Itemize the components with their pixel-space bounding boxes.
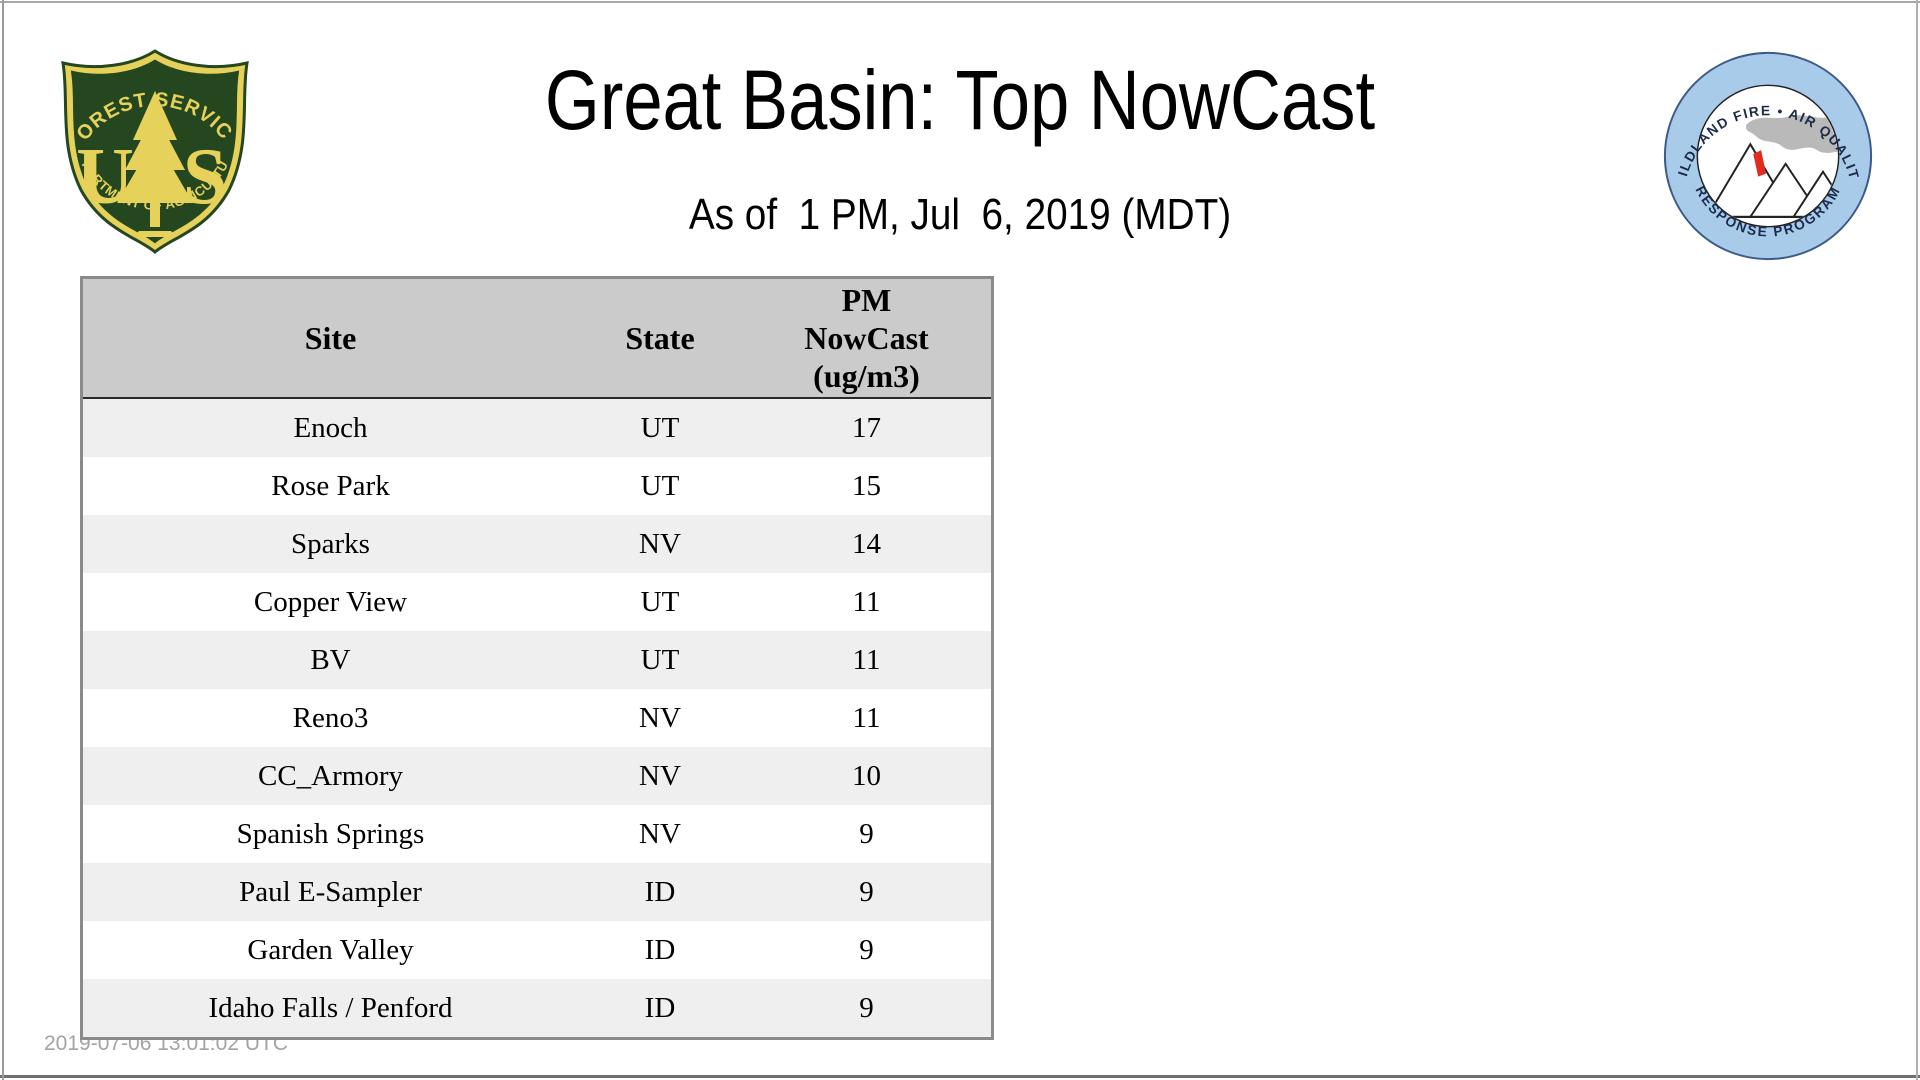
site-cell: Sparks: [291, 527, 370, 560]
table-row: Reno3 NV 11: [81, 689, 993, 747]
shield-letter-u: U: [76, 133, 134, 221]
site-cell: Paul E-Sampler: [239, 875, 422, 908]
state-cell: UT: [640, 469, 680, 502]
pine-tree-icon: [117, 91, 193, 237]
column-header-site: Site: [81, 277, 578, 399]
table-body: Enoch UT 17 Rose Park UT 15 Sparks NV 14…: [81, 398, 993, 1039]
state-cell: UT: [640, 585, 680, 618]
table-row: Rose Park UT 15: [81, 457, 993, 515]
value-cell: 15: [851, 469, 881, 502]
state-cell: ID: [644, 933, 676, 966]
table-row: BV UT 11: [81, 631, 993, 689]
pm-header-line1: PM: [841, 282, 892, 318]
table-row: CC_Armory NV 10: [81, 747, 993, 805]
value-cell: 9: [859, 991, 874, 1024]
site-cell: Copper View: [253, 585, 408, 618]
site-cell: Rose Park: [271, 469, 390, 502]
state-cell: UT: [640, 411, 680, 444]
page-title: Great Basin: Top NowCast: [544, 53, 1376, 147]
site-cell: BV: [310, 643, 351, 676]
site-cell: Spanish Springs: [236, 817, 425, 850]
state-cell: NV: [639, 701, 681, 734]
value-cell: 11: [852, 643, 881, 676]
table-row: Idaho Falls / Penford ID 9: [81, 979, 993, 1039]
value-cell: 9: [859, 933, 874, 966]
column-header-pm-nowcast: PM NowCast (ug/m3): [741, 277, 993, 399]
state-cell: UT: [640, 643, 680, 676]
air-quality-program-logo-icon: WILDLAND FIRE • AIR QUALITY RESPONSE PRO…: [1660, 48, 1873, 261]
site-cell: Idaho Falls / Penford: [208, 991, 453, 1024]
nowcast-table: Site State PM NowCast (ug/m3) Enoch UT 1…: [80, 276, 994, 1040]
pm-header-line2: NowCast: [804, 320, 929, 356]
state-cell: NV: [639, 817, 681, 850]
column-header-state: State: [578, 277, 742, 399]
table-row: Copper View UT 11: [81, 573, 993, 631]
table-row: Garden Valley ID 9: [81, 921, 993, 979]
forest-service-logo-icon: FOREST SERVICE U S DEPARTMENT OF AGRICUL…: [55, 44, 249, 254]
value-cell: 11: [852, 701, 881, 734]
state-cell: NV: [639, 527, 681, 560]
page-frame-bottom: [0, 1075, 1920, 1078]
table-row: Sparks NV 14: [81, 515, 993, 573]
flame-mark: [1753, 150, 1767, 177]
table-row: Paul E-Sampler ID 9: [81, 863, 993, 921]
page-frame-right: [1916, 0, 1918, 1080]
page-subtitle: As of 1 PM, Jul 6, 2019 (MDT): [688, 190, 1232, 239]
state-cell: ID: [644, 875, 676, 908]
table-row: Spanish Springs NV 9: [81, 805, 993, 863]
page-frame-top: [0, 1, 1920, 3]
site-cell: CC_Armory: [258, 759, 403, 792]
page-frame-left: [2, 0, 4, 1080]
site-cell: Enoch: [293, 411, 368, 444]
value-cell: 10: [851, 759, 881, 792]
value-cell: 17: [851, 411, 881, 444]
site-cell: Reno3: [292, 701, 369, 734]
mountains: [1705, 142, 1838, 218]
pm-header-line3: (ug/m3): [813, 358, 920, 394]
site-cell: Garden Valley: [247, 933, 414, 966]
value-cell: 14: [851, 527, 881, 560]
table-header-row: Site State PM NowCast (ug/m3): [81, 277, 993, 399]
value-cell: 11: [852, 585, 881, 618]
state-cell: NV: [639, 759, 681, 792]
value-cell: 9: [859, 875, 874, 908]
shield-letter-s: S: [183, 133, 228, 221]
value-cell: 9: [859, 817, 874, 850]
table-row: Enoch UT 17: [81, 398, 993, 457]
smoke-cloud: [1746, 115, 1838, 155]
state-cell: ID: [644, 991, 676, 1024]
